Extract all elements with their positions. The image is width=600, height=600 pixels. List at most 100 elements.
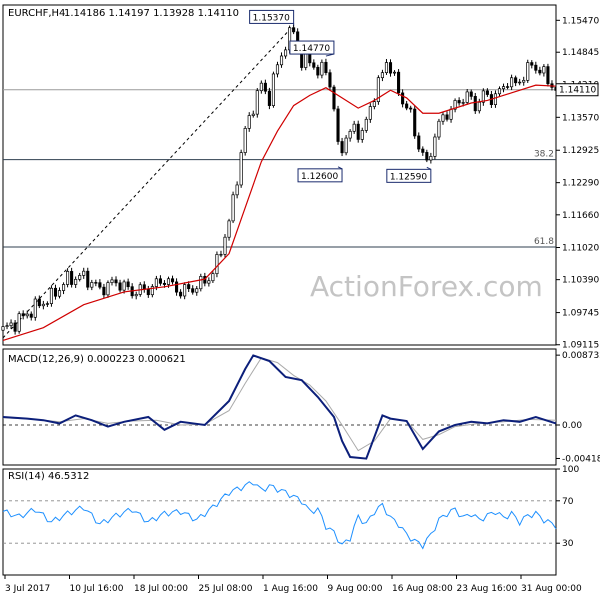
candle-body: [251, 113, 255, 116]
price-annotation: 1.12600: [297, 166, 343, 183]
candle-body: [449, 108, 453, 120]
x-tick-label: 10 Jul 16:00: [70, 584, 124, 594]
candle: [465, 88, 469, 105]
candle-body: [425, 152, 429, 161]
candle-body: [332, 86, 336, 110]
candle: [134, 291, 138, 300]
candle: [110, 276, 114, 286]
candle: [320, 59, 324, 79]
watermark: ActionForex.com: [310, 270, 543, 303]
candle-body: [348, 130, 352, 139]
candle-body: [453, 100, 457, 110]
candle: [409, 105, 413, 113]
symbol-header: EURCHF,H4: [8, 8, 65, 19]
candle: [17, 311, 21, 334]
candle: [215, 251, 219, 278]
candle: [514, 75, 518, 87]
candle-body: [380, 72, 384, 79]
candle-body: [514, 77, 518, 84]
candle: [469, 89, 473, 100]
candle-body: [534, 64, 538, 71]
candle: [239, 149, 243, 188]
candle-body: [183, 284, 187, 297]
annotation-box: [289, 40, 335, 55]
candle-body: [384, 62, 389, 74]
candle: [542, 64, 546, 77]
candle: [207, 277, 211, 287]
candle: [170, 275, 175, 285]
candle: [255, 88, 259, 118]
candle: [126, 278, 130, 290]
candle: [70, 267, 74, 288]
x-axis: 3 Jul 2017 10 Jul 16:00 18 Jul 00:00 25 Jul…: [4, 575, 582, 594]
candle-body: [13, 322, 17, 332]
candle: [41, 300, 45, 310]
candle-body: [227, 220, 231, 238]
candle: [86, 267, 90, 291]
candle-body: [477, 101, 481, 112]
candle-body: [461, 102, 465, 104]
rsi-tick-label: 100: [562, 465, 579, 475]
candle-body: [263, 82, 267, 92]
rsi-header: RSI(14) 46.5312: [8, 471, 89, 482]
candle-body: [239, 152, 243, 186]
candle-body: [106, 282, 110, 296]
candle: [332, 84, 336, 112]
candle: [247, 112, 251, 132]
candle-body: [90, 282, 94, 288]
candle-body: [324, 61, 328, 74]
candle: [195, 286, 199, 296]
macd-pane: 0.008732 0.00 -0.004184: [2, 348, 600, 466]
candle: [94, 279, 98, 287]
candle: [211, 271, 215, 284]
candle: [352, 120, 356, 134]
candle-body: [5, 325, 9, 327]
candle: [376, 75, 380, 105]
candle-body: [231, 194, 235, 222]
trend-line: [2, 25, 294, 339]
candle-body: [94, 282, 98, 284]
candle-body: [320, 61, 324, 76]
candle-body: [70, 271, 74, 285]
candle-body: [526, 62, 530, 81]
candle: [405, 100, 409, 111]
candle-body: [122, 281, 126, 291]
candle-body: [1, 326, 5, 331]
candle-body: [368, 106, 372, 120]
candle: [364, 116, 368, 133]
candle-body: [158, 278, 162, 284]
candle-body: [312, 62, 316, 68]
candle-body: [344, 137, 348, 154]
candle-body: [86, 270, 90, 288]
candle: [397, 69, 401, 96]
candle-body: [336, 108, 340, 142]
macd-header: MACD(12,26,9) 0.000223 0.000621: [8, 354, 186, 365]
candle: [388, 59, 393, 77]
candle: [506, 83, 510, 90]
candle: [122, 279, 126, 294]
x-tick-label: 1 Aug 16:00: [263, 584, 318, 594]
candle: [526, 59, 530, 83]
candle-body: [37, 298, 41, 307]
price-tick-label: 1.12925: [562, 146, 599, 156]
candle-body: [53, 287, 58, 297]
candle-body: [501, 86, 506, 90]
annotation-box: [249, 9, 295, 24]
candle: [37, 295, 41, 309]
candle-body: [433, 136, 437, 157]
candle-body: [356, 123, 360, 140]
x-tick-label: 3 Jul 2017: [5, 584, 50, 594]
candle-body: [376, 77, 380, 103]
candle-body: [175, 281, 179, 293]
candle: [493, 90, 498, 108]
candle-body: [29, 313, 33, 318]
candle: [199, 273, 203, 292]
price-tick-label: 1.09115: [562, 341, 599, 351]
candle: [445, 111, 449, 122]
candle-body: [473, 96, 477, 112]
candle-body: [465, 91, 469, 103]
candle-body: [510, 77, 514, 88]
candle-body: [542, 66, 546, 74]
price-tick-label: 1.12290: [562, 179, 599, 189]
price-pane: 1.154701.148451.142101.135701.129251.122…: [1, 4, 599, 351]
